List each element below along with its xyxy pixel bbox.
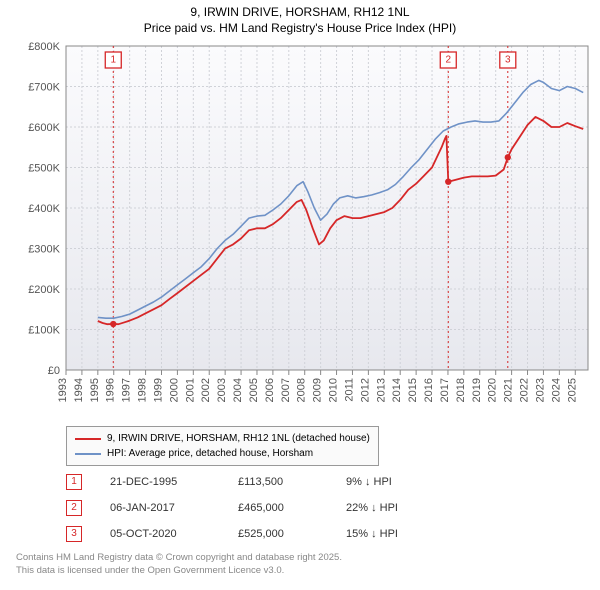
svg-text:1993: 1993 <box>57 378 69 402</box>
svg-text:2003: 2003 <box>216 378 228 402</box>
svg-text:2025: 2025 <box>566 378 578 402</box>
svg-text:2001: 2001 <box>184 378 196 402</box>
svg-text:2010: 2010 <box>328 378 340 402</box>
sale-diff-1: 9% ↓ HPI <box>346 476 436 488</box>
legend-swatch-2 <box>75 453 101 455</box>
svg-text:2022: 2022 <box>519 378 531 402</box>
sale-price-1: £113,500 <box>238 476 318 488</box>
sale-marker-2: 2 <box>66 500 82 516</box>
sale-marker-3: 3 <box>66 526 82 542</box>
svg-text:2011: 2011 <box>343 378 355 402</box>
svg-text:2024: 2024 <box>550 378 562 402</box>
sale-date-1: 21-DEC-1995 <box>110 476 210 488</box>
sale-date-3: 05-OCT-2020 <box>110 528 210 540</box>
svg-text:£300K: £300K <box>28 244 60 256</box>
legend-label-1: 9, IRWIN DRIVE, HORSHAM, RH12 1NL (detac… <box>107 431 370 446</box>
svg-text:2000: 2000 <box>168 378 180 402</box>
svg-text:£100K: £100K <box>28 325 60 337</box>
svg-text:2016: 2016 <box>423 378 435 402</box>
svg-text:2020: 2020 <box>487 378 499 402</box>
svg-text:2008: 2008 <box>296 378 308 402</box>
sales-row: 1 21-DEC-1995 £113,500 9% ↓ HPI <box>66 474 592 490</box>
svg-text:2006: 2006 <box>264 378 276 402</box>
svg-text:£400K: £400K <box>28 203 60 215</box>
svg-text:£600K: £600K <box>28 122 60 134</box>
svg-text:£500K: £500K <box>28 163 60 175</box>
chart-svg: £0 £100K £200K £300K £400K £500K £600K £700K £80… <box>8 40 592 420</box>
svg-text:1994: 1994 <box>73 378 85 402</box>
sales-row: 3 05-OCT-2020 £525,000 15% ↓ HPI <box>66 526 592 542</box>
sale-date-2: 06-JAN-2017 <box>110 502 210 514</box>
svg-text:2: 2 <box>445 55 451 66</box>
title-line1: 9, IRWIN DRIVE, HORSHAM, RH12 1NL <box>190 5 409 19</box>
svg-text:£700K: £700K <box>28 82 60 94</box>
legend-label-2: HPI: Average price, detached house, Hors… <box>107 446 313 461</box>
svg-text:2019: 2019 <box>471 378 483 402</box>
svg-text:2021: 2021 <box>503 378 515 402</box>
chart: £0 £100K £200K £300K £400K £500K £600K £700K £80… <box>8 40 592 420</box>
sale-diff-2: 22% ↓ HPI <box>346 502 436 514</box>
sales-table: 1 21-DEC-1995 £113,500 9% ↓ HPI 2 06-JAN… <box>66 474 592 542</box>
sale-diff-3: 15% ↓ HPI <box>346 528 436 540</box>
svg-text:2017: 2017 <box>439 378 451 402</box>
sale-marker-1: 1 <box>66 474 82 490</box>
svg-text:1: 1 <box>110 55 116 66</box>
svg-text:2002: 2002 <box>200 378 212 402</box>
svg-text:2005: 2005 <box>248 378 260 402</box>
legend-row-1: 9, IRWIN DRIVE, HORSHAM, RH12 1NL (detac… <box>75 431 370 446</box>
legend: 9, IRWIN DRIVE, HORSHAM, RH12 1NL (detac… <box>66 426 379 466</box>
svg-text:2023: 2023 <box>534 378 546 402</box>
footer-line1: Contains HM Land Registry data © Crown c… <box>16 552 342 563</box>
svg-text:1998: 1998 <box>137 378 149 402</box>
footer-line2: This data is licensed under the Open Gov… <box>16 565 284 576</box>
svg-text:2004: 2004 <box>232 378 244 402</box>
svg-text:2007: 2007 <box>280 378 292 402</box>
sale-price-2: £465,000 <box>238 502 318 514</box>
chart-title: 9, IRWIN DRIVE, HORSHAM, RH12 1NL Price … <box>8 4 592 36</box>
page-container: 9, IRWIN DRIVE, HORSHAM, RH12 1NL Price … <box>0 0 600 586</box>
svg-text:2009: 2009 <box>312 378 324 402</box>
svg-text:2013: 2013 <box>375 378 387 402</box>
svg-text:2012: 2012 <box>359 378 371 402</box>
svg-text:£800K: £800K <box>28 41 60 53</box>
sales-row: 2 06-JAN-2017 £465,000 22% ↓ HPI <box>66 500 592 516</box>
title-line2: Price paid vs. HM Land Registry's House … <box>144 21 456 35</box>
svg-text:2018: 2018 <box>455 378 467 402</box>
svg-text:1995: 1995 <box>89 378 101 402</box>
footer: Contains HM Land Registry data © Crown c… <box>16 552 592 578</box>
legend-swatch-1 <box>75 438 101 440</box>
legend-row-2: HPI: Average price, detached house, Hors… <box>75 446 370 461</box>
svg-text:2015: 2015 <box>407 378 419 402</box>
svg-text:1999: 1999 <box>152 378 164 402</box>
svg-text:1997: 1997 <box>121 378 133 402</box>
svg-text:£200K: £200K <box>28 284 60 296</box>
svg-text:£0: £0 <box>48 365 60 377</box>
svg-text:2014: 2014 <box>391 378 403 402</box>
svg-text:1996: 1996 <box>105 378 117 402</box>
sale-price-3: £525,000 <box>238 528 318 540</box>
svg-text:3: 3 <box>505 55 511 66</box>
